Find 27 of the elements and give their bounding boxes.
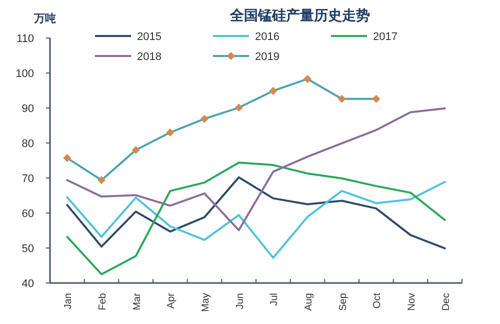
x-tick-label: Sep [338, 292, 349, 311]
y-tick-label: 90 [22, 103, 34, 115]
legend-label: 2018 [137, 51, 162, 63]
legend-label: 2017 [373, 31, 398, 43]
x-tick-label: Jun [234, 293, 246, 310]
x-tick-label: Jan [63, 293, 74, 310]
x-tick-label: Nov [406, 293, 418, 311]
x-tick-label: Apr [166, 292, 178, 309]
y-tick-label: 80 [22, 138, 34, 150]
title: 全国锰硅产量历史走势 [230, 8, 370, 24]
y-tick-label: 100 [16, 68, 34, 80]
y-tick-label: 110 [16, 33, 34, 45]
x-tick-label: Mar [132, 292, 143, 310]
x-tick-label: Dec [440, 293, 452, 311]
x-tick-label: May [200, 293, 212, 312]
y-tick-label: 60 [22, 208, 34, 220]
legend-label: 2015 [137, 31, 162, 43]
ylabel: 万吨 [34, 12, 56, 25]
x-tick-label: Feb [98, 292, 108, 310]
y-tick-label: 50 [22, 243, 34, 255]
x-tick-label: Aug [304, 293, 314, 311]
legend-label: 2016 [255, 31, 280, 43]
legend-label: 2019 [255, 51, 280, 63]
y-tick-label: 40 [22, 278, 34, 290]
x-tick-label: Jul [269, 293, 280, 306]
y-tick-label: 70 [22, 173, 34, 185]
x-tick-label: Oct [372, 292, 384, 309]
